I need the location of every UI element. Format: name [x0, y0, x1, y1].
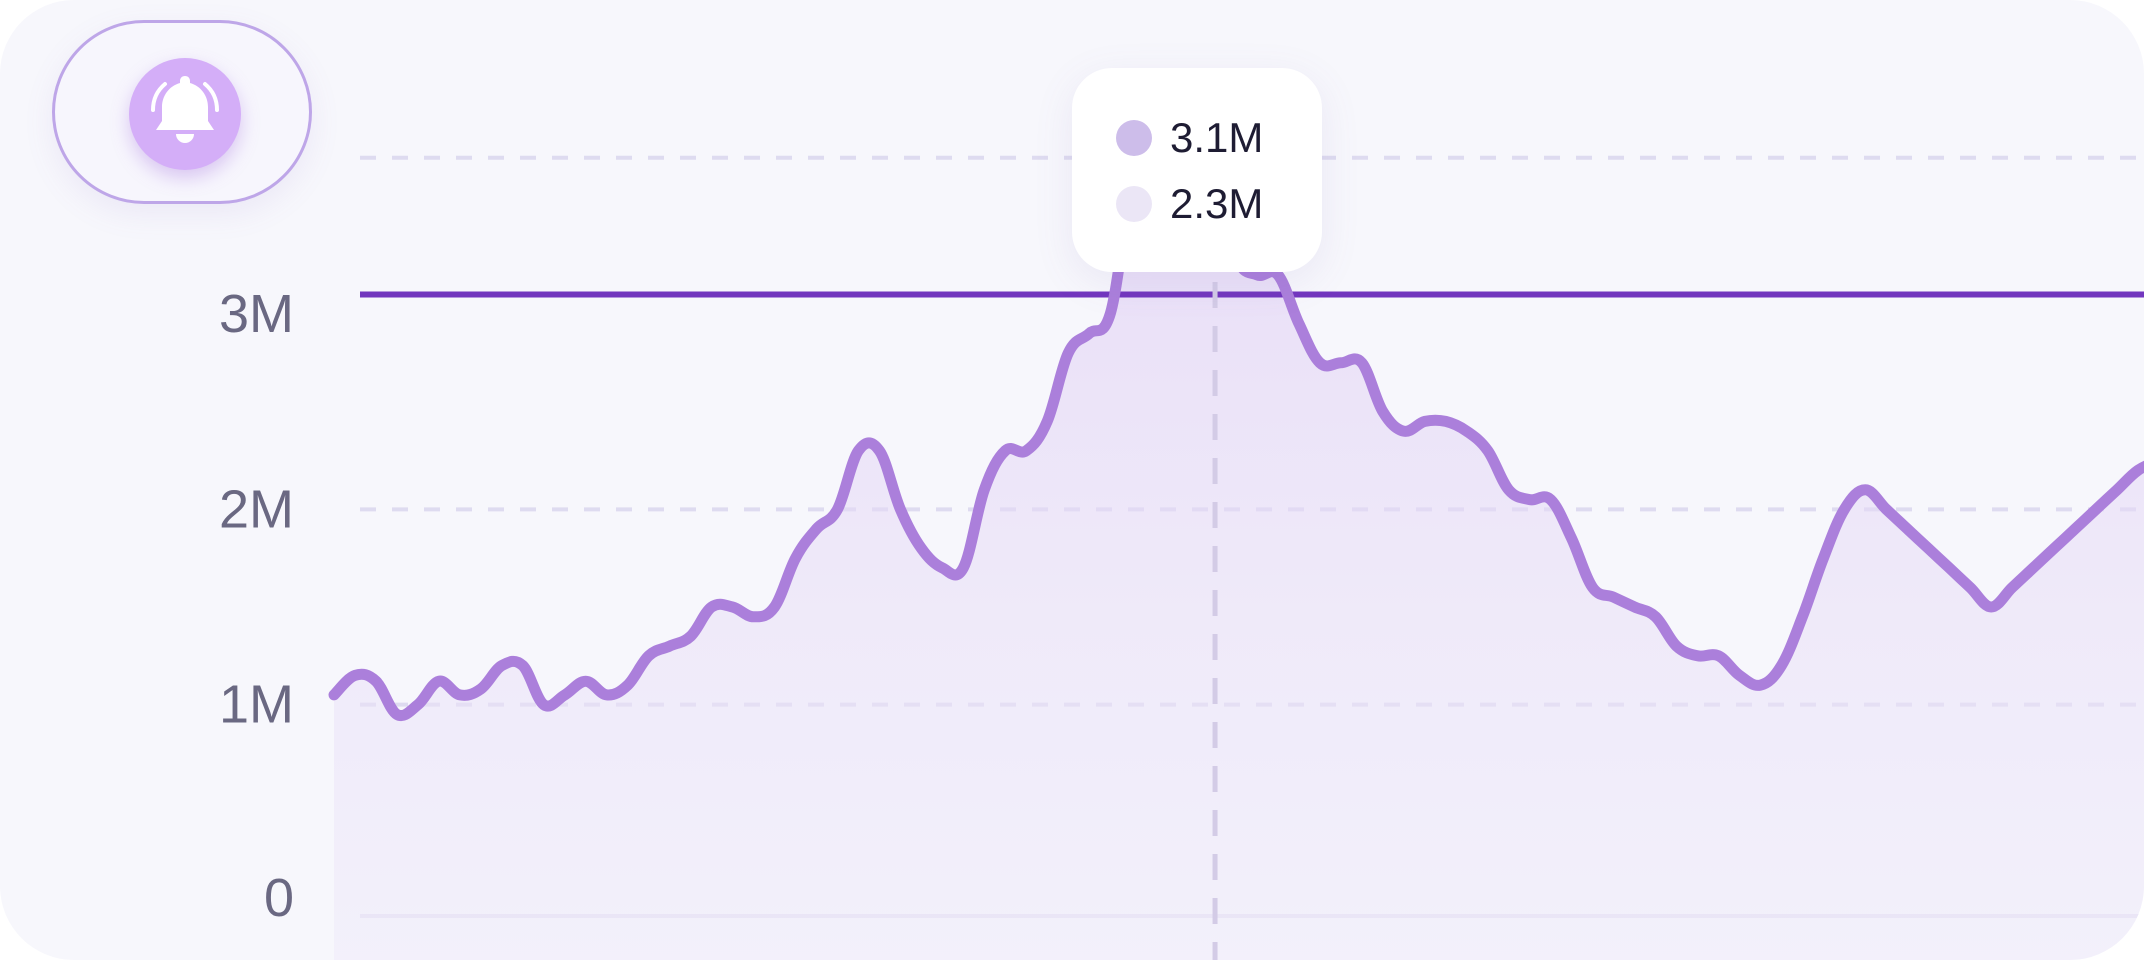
tooltip-value: 3.1M: [1170, 114, 1264, 161]
series-line: [328, 144, 2144, 722]
y-tick-label: 1M: [219, 675, 294, 735]
y-tick-label: 2M: [219, 479, 294, 539]
series-area: [334, 149, 2144, 960]
bell-ring-icon: [151, 76, 219, 143]
series-dot-icon: [1116, 120, 1152, 156]
y-tick-label: 3M: [219, 284, 294, 344]
tooltip-row: 3.1M: [1116, 108, 1263, 168]
series-layer: [328, 144, 2144, 722]
tooltip-row: 2.3M: [1116, 174, 1263, 234]
value-tooltip: 3.1M 2.3M: [1072, 68, 1322, 272]
y-tick-label: 0: [264, 868, 294, 928]
tooltip-value: 2.3M: [1170, 180, 1264, 227]
y-axis: 0 1M 2M 3M: [219, 284, 294, 928]
area-layer: [334, 149, 2144, 960]
series-dot-icon: [1116, 186, 1152, 222]
bell-badge: [129, 58, 241, 170]
alert-bell-button[interactable]: [52, 20, 312, 204]
